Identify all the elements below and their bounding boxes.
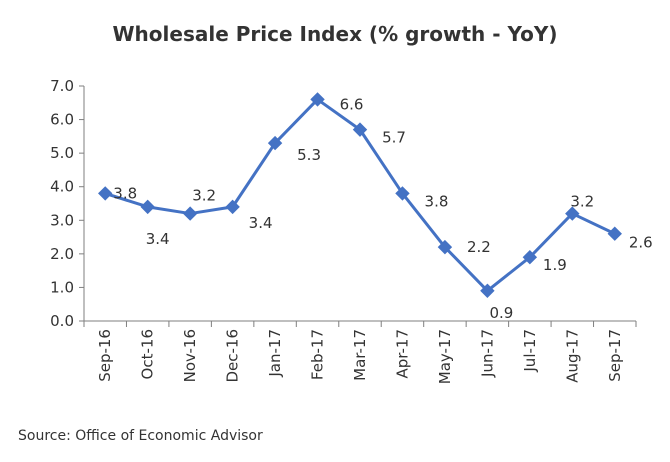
x-tick-label: Jan-17: [266, 329, 284, 378]
y-tick-label: 0.0: [50, 312, 74, 330]
data-label-may-17: 2.2: [467, 238, 491, 256]
x-tick-label: Apr-17: [393, 329, 411, 379]
data-point-jan-17: [267, 135, 283, 151]
data-label-feb-17: 6.6: [340, 95, 364, 113]
data-label-apr-17: 3.8: [425, 192, 449, 210]
y-tick-label: 1.0: [50, 278, 74, 296]
data-label-jun-17: 0.9: [489, 304, 513, 322]
y-tick-label: 2.0: [50, 245, 74, 263]
data-point-sep-16: [98, 186, 113, 201]
y-axis-ticks: 0.0 1.0 2.0 3.0 4.0 5.0 6.0 7.0: [50, 77, 84, 330]
data-point-may-17: [437, 239, 453, 255]
data-label-sep-16: 3.8: [113, 184, 137, 202]
data-label-dec-16: 3.4: [249, 214, 273, 232]
series-wpi: [98, 92, 622, 298]
data-labels: 3.8 3.4 3.2 3.4 5.3 6.6 5.7 3.8 2.2 0.9 1.9 3.2 2.6: [113, 95, 652, 321]
data-label-sep-17: 2.6: [629, 234, 653, 252]
data-point-oct-16: [140, 199, 155, 215]
data-label-jul-17: 1.9: [543, 256, 567, 274]
x-tick-label: Sep-17: [606, 329, 624, 382]
data-point-aug-17: [565, 206, 580, 221]
chart-title: Wholesale Price Index (% growth - YoY): [112, 22, 558, 46]
data-point-nov-16: [182, 206, 198, 221]
data-label-aug-17: 3.2: [570, 193, 594, 211]
x-axis-ticks: Sep-16 Oct-16 Nov-16 Dec-16 Jan-17 Feb-17 Mar-…: [83, 321, 637, 384]
data-point-mar-17: [352, 122, 368, 137]
data-point-feb-17: [310, 92, 325, 107]
y-tick-label: 7.0: [50, 77, 74, 95]
data-label-nov-16: 3.2: [192, 187, 216, 205]
y-tick-label: 4.0: [50, 178, 74, 196]
x-tick-label: Oct-16: [139, 329, 157, 379]
x-tick-label: Dec-16: [224, 329, 242, 383]
y-tick-label: 3.0: [50, 211, 74, 229]
y-tick-label: 5.0: [50, 144, 74, 162]
x-tick-label: Mar-17: [351, 329, 369, 381]
x-tick-label: Feb-17: [309, 329, 327, 380]
data-label-jan-17: 5.3: [297, 146, 321, 164]
data-point-jun-17: [480, 283, 495, 298]
x-tick-label: Jun-17: [478, 329, 496, 378]
data-point-sep-17: [607, 226, 622, 241]
x-tick-label: Sep-16: [96, 329, 114, 382]
data-point-jul-17: [522, 250, 538, 265]
chart-axes: [83, 86, 636, 322]
x-tick-label: Nov-16: [181, 329, 199, 382]
y-tick-label: 6.0: [50, 111, 74, 129]
data-point-dec-16: [225, 199, 240, 215]
x-tick-label: Aug-17: [563, 329, 581, 383]
data-label-oct-16: 3.4: [146, 230, 170, 248]
data-label-mar-17: 5.7: [382, 129, 406, 147]
data-point-apr-17: [395, 186, 410, 201]
x-tick-label: Jul-17: [521, 329, 539, 373]
x-tick-label: May-17: [436, 329, 454, 384]
source-note: Source: Office of Economic Advisor: [18, 428, 263, 444]
